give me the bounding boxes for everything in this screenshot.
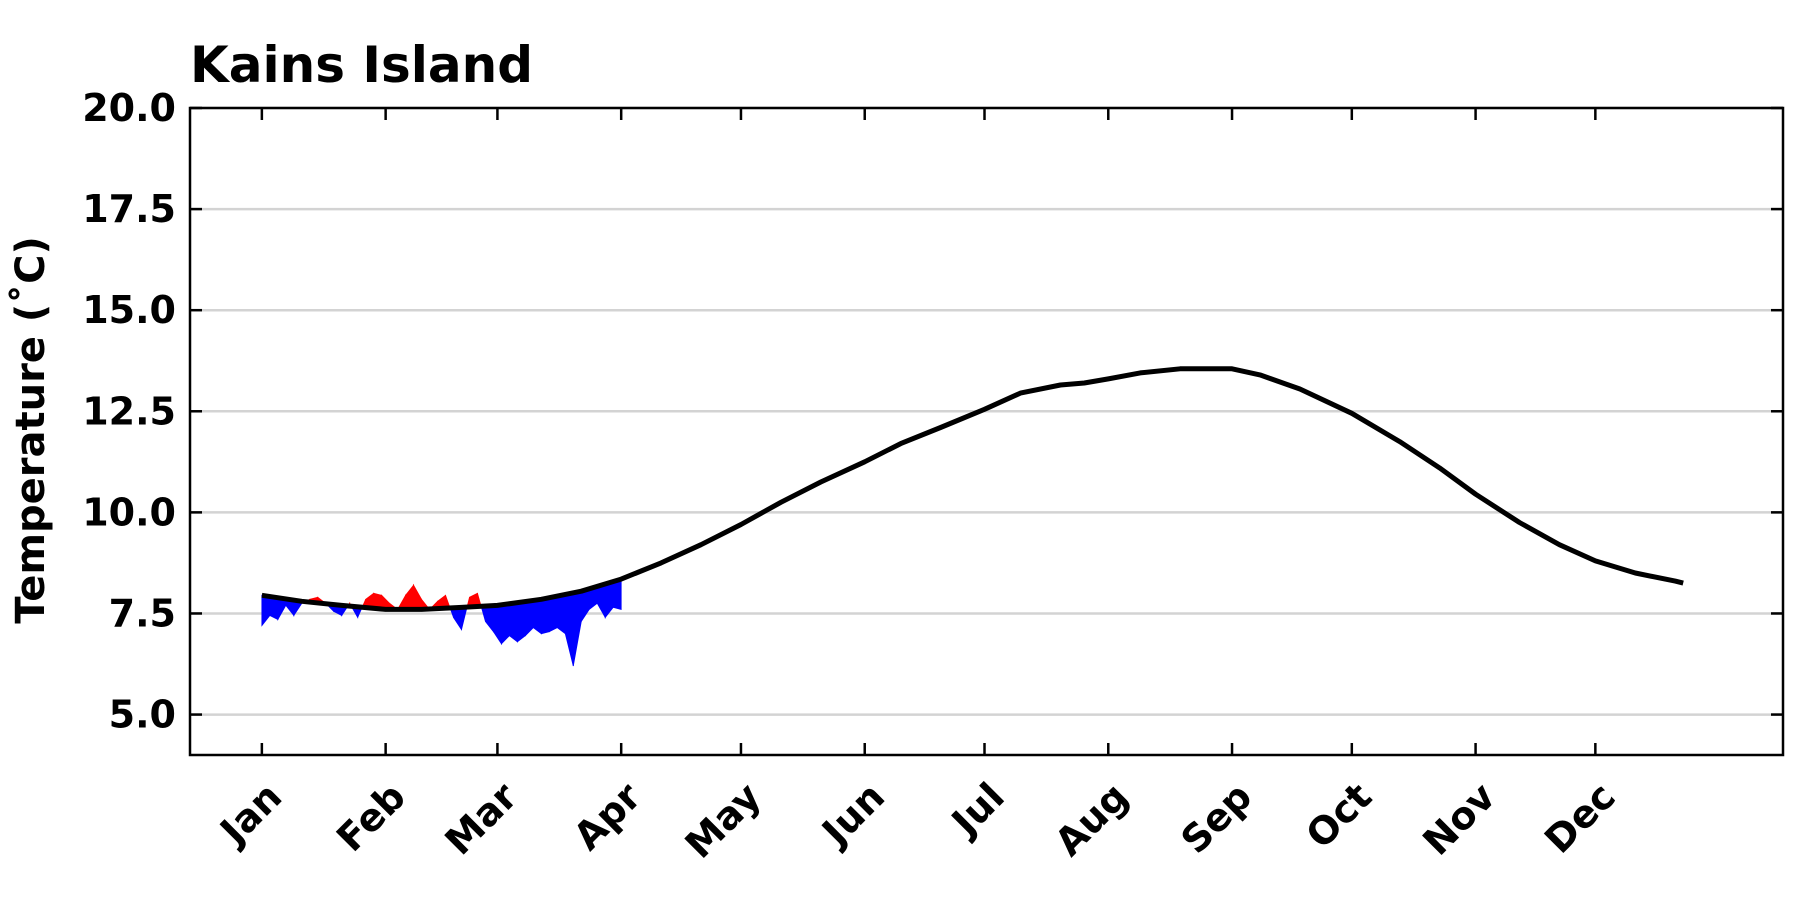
anomaly-above: [405, 584, 414, 610]
anomaly-below: [261, 594, 271, 627]
anomaly-below: [493, 604, 502, 646]
climatology-line: [261, 366, 1684, 612]
x-tick-label-jun: Jun: [812, 774, 893, 855]
y-tick-label: 10.0: [82, 490, 176, 534]
y-tick-label: 7.5: [109, 591, 176, 635]
anomaly-below: [564, 592, 574, 667]
anomaly-below: [572, 590, 582, 667]
anomaly-below: [524, 599, 534, 637]
y-tick-label: 12.5: [82, 389, 176, 433]
anomaly-below: [516, 601, 526, 643]
x-tick-label-sep: Sep: [1172, 774, 1260, 862]
y-tick-label: 17.5: [82, 187, 176, 231]
anomaly-below: [604, 580, 614, 619]
tick-marks: [190, 106, 1783, 755]
anomaly-below: [485, 605, 494, 633]
x-tick-label-oct: Oct: [1297, 774, 1380, 857]
anomaly-below: [556, 593, 566, 635]
anomaly-below: [501, 603, 510, 645]
anomaly-above: [413, 583, 422, 610]
x-tick-label-jul: Jul: [941, 774, 1013, 846]
anomaly-below: [461, 606, 468, 630]
anomaly-below: [453, 606, 462, 631]
x-tick-label-feb: Feb: [328, 774, 414, 860]
plot-frame: [188, 106, 1785, 757]
x-tick-label-dec: Dec: [1536, 774, 1624, 862]
y-tick-label: 15.0: [82, 288, 176, 332]
x-tick-label-apr: Apr: [565, 774, 650, 859]
anomaly-below: [540, 597, 550, 635]
y-tick-label: 5.0: [109, 693, 176, 737]
anomaly-below: [548, 595, 558, 633]
x-tick-label-may: May: [677, 774, 770, 867]
x-tick-labels: Jan Feb Mar Apr May Jun Jul Aug Sep Oct Nov Dec: [210, 774, 1624, 867]
x-tick-label-nov: Nov: [1414, 774, 1504, 864]
climatology-line-layer: [261, 366, 1684, 612]
anomaly-below: [580, 588, 590, 623]
anomaly-below: [508, 602, 518, 643]
chart-title: Kains Island: [190, 36, 533, 94]
grid-lines: [190, 106, 1783, 716]
x-tick-label-aug: Aug: [1046, 774, 1136, 864]
x-tick-label-mar: Mar: [437, 774, 526, 863]
x-tick-label-jan: Jan: [210, 774, 290, 854]
y-tick-label: 20.0: [82, 86, 176, 130]
anomaly-below: [532, 598, 542, 635]
y-tick-labels: 5.0 7.5 10.0 12.5 15.0 17.5 20.0: [82, 86, 176, 737]
y-axis-label: Temperature (˚C): [7, 236, 54, 624]
